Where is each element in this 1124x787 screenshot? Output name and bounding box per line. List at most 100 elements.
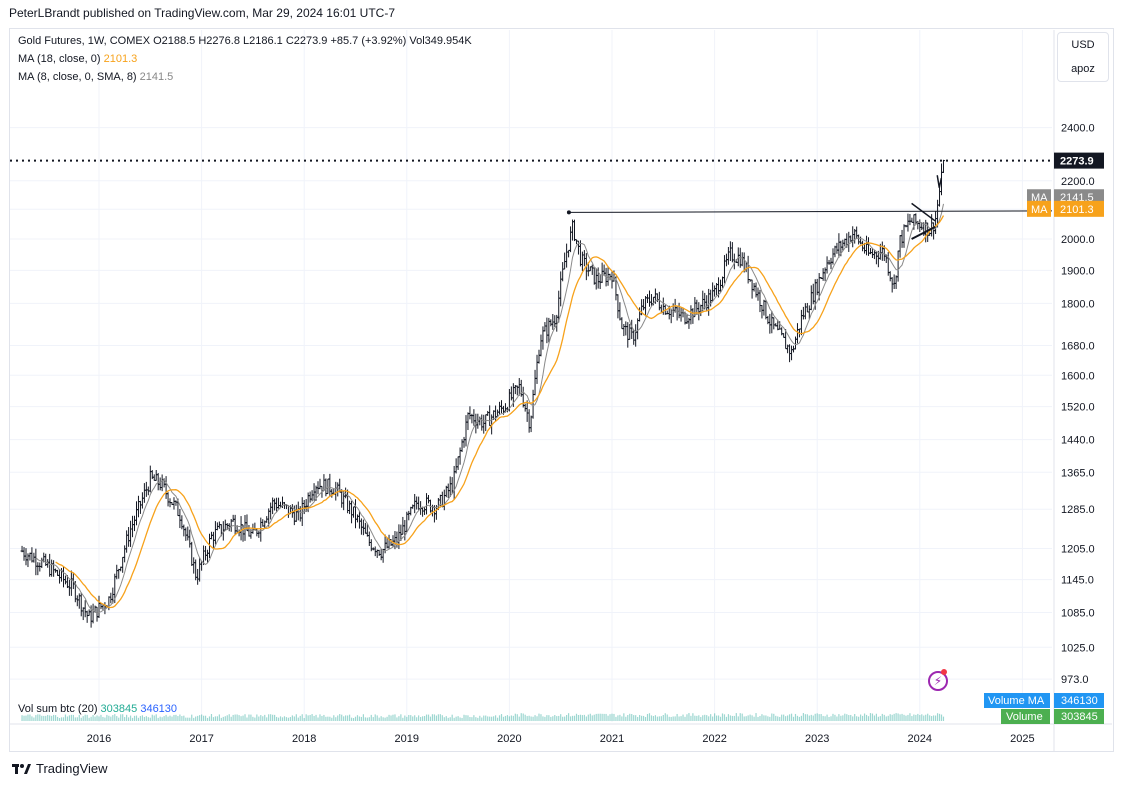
volume-bar [305, 714, 307, 721]
volume-bar [777, 716, 779, 721]
volume-bar [816, 713, 818, 721]
volume-bar [763, 715, 765, 721]
volume-bar [311, 714, 313, 721]
volume-bar [542, 716, 544, 721]
volume-bar [923, 715, 925, 721]
volume-bar [78, 714, 80, 721]
volume-bar [343, 716, 345, 721]
volume-bar [915, 714, 917, 721]
y-tick-label: 1285.0 [1061, 504, 1095, 516]
volume-bar [449, 717, 451, 721]
volume-bar [933, 715, 935, 721]
volume-bar [623, 713, 625, 721]
volume-bar [605, 713, 607, 721]
volume-bar [76, 717, 78, 721]
volume-bar [767, 716, 769, 721]
volume-bar [319, 714, 321, 721]
x-tick-label: 2018 [292, 733, 316, 745]
volume-bar [633, 715, 635, 721]
volume-bar [856, 716, 858, 721]
y-tick-label: 1205.0 [1061, 543, 1095, 555]
volume-bar [828, 716, 830, 721]
volume-bar [104, 717, 106, 721]
volume-bar [244, 714, 246, 721]
ma18-legend[interactable]: MA (18, close, 0) 2101.3 [18, 53, 137, 65]
ma8-legend[interactable]: MA (8, close, 0, SMA, 8) 2141.5 [18, 71, 173, 83]
volume-bar [522, 713, 524, 721]
volume-bar [571, 715, 574, 721]
last-price-badge [1054, 152, 1104, 169]
chart-frame[interactable] [9, 28, 1114, 752]
volume-bar [806, 714, 808, 721]
volume-bar [120, 714, 122, 721]
volume-bar [25, 715, 27, 721]
volume-bar [842, 715, 844, 721]
lightning-icon[interactable]: ⚡ [928, 671, 948, 691]
volume-bar [940, 714, 943, 721]
volume-bar [692, 713, 694, 721]
volume-bar [684, 716, 686, 721]
volume-bar [208, 716, 211, 721]
currency-unit-box[interactable]: USD apoz [1057, 32, 1109, 82]
volume-bar [834, 714, 836, 721]
volume-bar [402, 717, 404, 721]
x-tick-label: 2023 [805, 733, 829, 745]
volume-bar [412, 716, 414, 721]
volume-bar [668, 716, 670, 721]
volume-bar [810, 714, 812, 721]
volume-bar [240, 716, 242, 721]
volume-bar [382, 717, 384, 721]
volume-bar [601, 713, 603, 721]
volume-bar [455, 716, 457, 721]
resistance-anchor [566, 210, 571, 215]
volume-bar [374, 714, 376, 721]
y-tick-label: 2000.0 [1061, 234, 1095, 246]
volume-bar [392, 714, 394, 721]
volume-bar [356, 715, 359, 721]
volume-bar [485, 715, 487, 721]
volume-bar [457, 716, 459, 721]
volume-bar [380, 716, 382, 721]
volume-bar [822, 715, 824, 721]
ma18-line [55, 215, 945, 609]
volume-bar [124, 717, 126, 721]
volume-bar [848, 715, 850, 721]
volume-bar [133, 715, 136, 721]
volume-bar [299, 715, 301, 721]
volume-bar [491, 716, 493, 721]
volume-bar [341, 714, 343, 721]
volume-bar [218, 714, 220, 721]
volume-bar [173, 714, 175, 721]
volume-bar [264, 714, 266, 721]
volume-value-1: 303845 [100, 703, 138, 715]
volume-bar [242, 715, 244, 721]
volume-bar [274, 714, 276, 721]
volume-bar [177, 716, 179, 721]
volume-bar [564, 716, 566, 721]
volume-bar [921, 714, 923, 721]
volume-ma-tag-text: Volume MA [988, 695, 1045, 707]
volume-legend[interactable]: Vol sum btc (20) 303845 346130 [18, 703, 177, 715]
volume-bar [589, 713, 591, 721]
volume-bar [759, 715, 761, 721]
volume-bar [463, 714, 465, 721]
volume-bar [725, 716, 728, 721]
y-tick-label: 1900.0 [1061, 265, 1095, 277]
volume-bar [587, 714, 589, 721]
volume-bar [21, 715, 23, 721]
volume-bar [708, 716, 710, 721]
ma18-label: MA (18, close, 0) [18, 53, 101, 65]
volume-bar [846, 714, 848, 721]
volume-bar [942, 716, 945, 721]
tradingview-logo[interactable]: TradingView [12, 761, 108, 776]
symbol-legend[interactable]: Gold Futures, 1W, COMEX O2188.5 H2276.8 … [18, 35, 472, 47]
volume-bar [297, 717, 299, 721]
volume-bar [719, 716, 722, 721]
volume-bar [435, 715, 437, 721]
volume-bar [43, 715, 45, 721]
volume-bar [514, 713, 516, 721]
volume-bar [102, 716, 104, 721]
volume-bar [394, 714, 396, 721]
ma8-line [35, 203, 944, 614]
